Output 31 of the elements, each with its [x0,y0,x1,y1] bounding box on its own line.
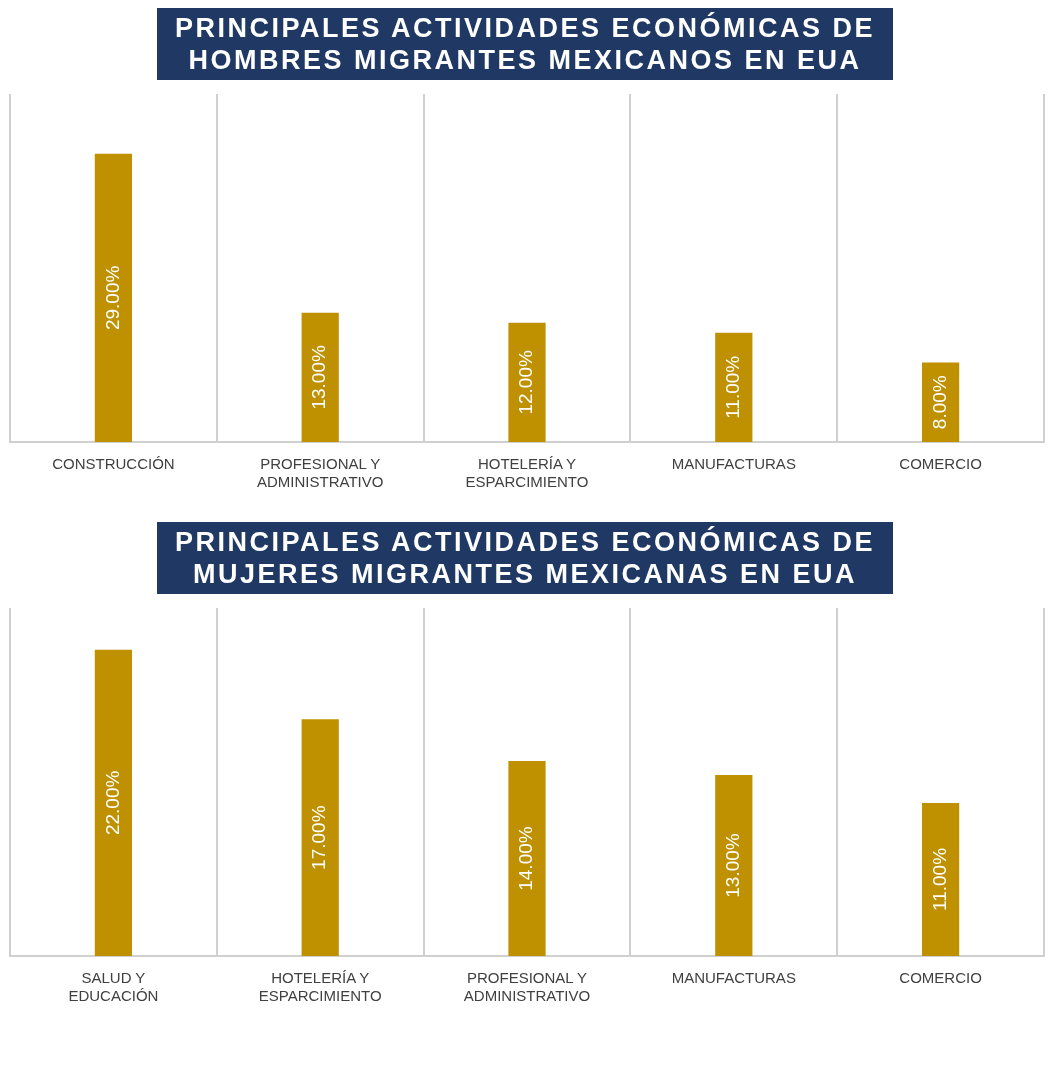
data-label: 29.00% [101,265,123,331]
bar [921,802,960,956]
bar [715,332,753,442]
x-tick-label: COMERCIO [899,455,982,473]
data-label: 13.00% [308,345,330,410]
data-label: 22.00% [101,770,123,836]
data-label: 8.00% [928,375,950,430]
data-label: 14.00% [515,826,537,891]
x-tick-label: PROFESIONAL Y ADMINISTRATIVO [463,969,591,1005]
x-tick-label: SALUD Y EDUCACIÓN [68,969,159,1005]
x-tick-label: COMERCIO [899,969,982,987]
data-label: 11.00% [928,847,950,911]
bar [94,649,133,956]
x-tick-label: PROFESIONAL Y ADMINISTRATIVO [257,455,384,491]
x-tick-label: MANUFACTURAS [671,969,796,987]
bar [301,719,339,956]
data-label: 17.00% [308,805,330,870]
x-tick-label: HOTELERÍA Y ESPARCIMIENTO [258,969,382,1005]
chart-title: PRINCIPALES ACTIVIDADES ECONÓMICAS DE MUJERES MIGRANTES MEXICANAS EN EUA [157,522,893,594]
data-label: 12.00% [515,350,537,415]
x-tick-label: MANUFACTURAS [671,455,796,473]
bar [508,322,546,442]
bar [301,312,339,442]
x-tick-label: CONSTRUCCIÓN [52,455,175,473]
data-label: 13.00% [722,833,744,898]
bar [508,761,546,956]
chart-title: PRINCIPALES ACTIVIDADES ECONÓMICAS DE HOMBRES MIGRANTES MEXICANOS EN EUA [157,8,893,80]
bar [715,775,753,956]
x-tick-label: HOTELERÍA Y ESPARCIMIENTO [465,455,589,491]
data-label: 11.00% [722,355,744,419]
bar [94,153,133,442]
